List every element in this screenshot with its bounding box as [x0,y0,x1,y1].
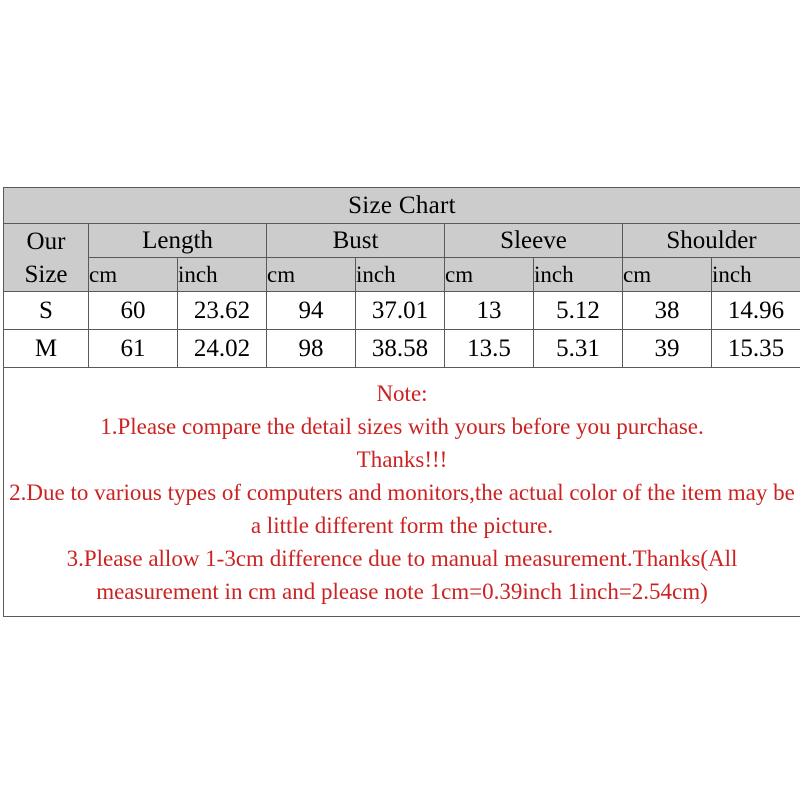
unit-sleeve-inch: inch [533,257,623,292]
row-m-bust-inch: 38.58 [355,329,445,368]
row-m-shoulder-cm: 39 [622,329,712,368]
group-header-sleeve: Sleeve [444,223,623,258]
note-item-3: 3.Please allow 1-3cm difference due to m… [66,545,738,604]
our-size-header: Our Size [3,223,89,292]
row-m-length-inch: 24.02 [177,329,267,368]
table-row: S 60 23.62 94 37.01 13 5.12 38 14.96 [3,291,800,330]
size-chart-table: Size Chart Our Size Length Bust Sleeve S… [3,187,800,617]
group-header-shoulder: Shoulder [622,223,800,258]
our-size-label-line1: Our [26,227,66,255]
unit-sleeve-cm: cm [444,257,534,292]
our-size-label-line2: Size [24,260,68,288]
row-s-length-cm: 60 [88,291,178,330]
unit-header-row: cm inch cm inch cm inch cm inch [4,257,800,292]
unit-shoulder-inch: inch [711,257,800,292]
group-header-bust: Bust [266,223,445,258]
row-m-size: M [3,329,89,368]
row-s-bust-inch: 37.01 [355,291,445,330]
table-row: M 61 24.02 98 38.58 13.5 5.31 39 15.35 [3,329,800,368]
row-s-bust-cm: 94 [266,291,356,330]
group-header-row: Our Size Length Bust Sleeve Shoulder [3,223,800,292]
chart-title-row: Size Chart [3,187,800,224]
row-s-sleeve-cm: 13 [444,291,534,330]
row-m-length-cm: 61 [88,329,178,368]
row-s-length-inch: 23.62 [177,291,267,330]
row-s-shoulder-inch: 14.96 [711,291,800,330]
row-m-sleeve-inch: 5.31 [533,329,623,368]
row-m-sleeve-cm: 13.5 [444,329,534,368]
note-item-2: 2.Due to various types of computers and … [9,479,795,538]
note-thanks: Thanks!!! [356,446,448,472]
row-m-shoulder-inch: 15.35 [711,329,800,368]
size-chart-container: Size Chart Our Size Length Bust Sleeve S… [3,187,800,617]
unit-shoulder-cm: cm [622,257,712,292]
note-block: Note: 1.Please compare the detail sizes … [3,367,800,617]
note-heading: Note: [376,380,428,406]
note-item-1: 1.Please compare the detail sizes with y… [100,413,704,439]
row-m-bust-cm: 98 [266,329,356,368]
unit-length-inch: inch [177,257,267,292]
unit-length-cm: cm [88,257,178,292]
unit-bust-inch: inch [355,257,445,292]
row-s-sleeve-inch: 5.12 [533,291,623,330]
note-row: Note: 1.Please compare the detail sizes … [3,367,800,617]
group-header-length: Length [88,223,267,258]
chart-title: Size Chart [3,187,800,224]
unit-bust-cm: cm [266,257,356,292]
row-s-shoulder-cm: 38 [622,291,712,330]
row-s-size: S [3,291,89,330]
